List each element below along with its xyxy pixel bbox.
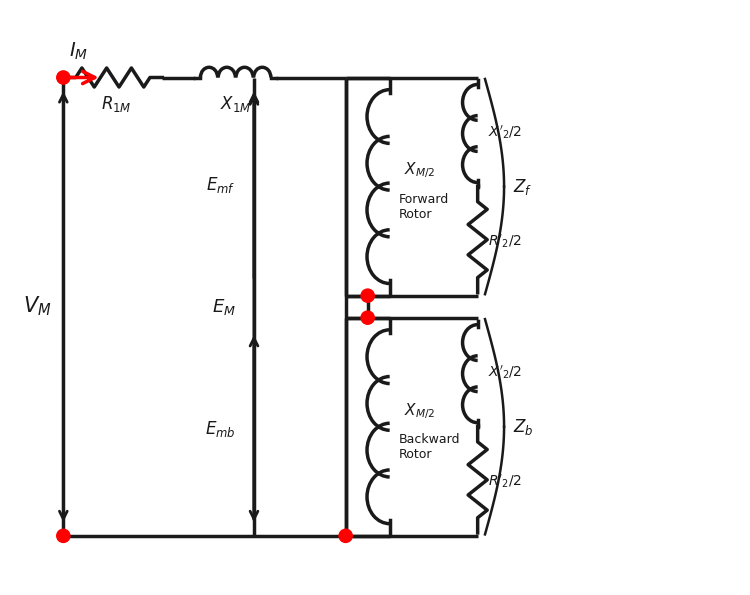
Text: $R'_2/2$: $R'_2/2$ — [488, 232, 522, 250]
Text: $X_{M/2}$: $X_{M/2}$ — [404, 400, 436, 421]
Text: $I_M$: $I_M$ — [69, 41, 88, 62]
Circle shape — [57, 529, 70, 543]
Text: $X'_2/2$: $X'_2/2$ — [488, 364, 522, 381]
Text: $X'_2/2$: $X'_2/2$ — [488, 123, 522, 141]
Text: $R'_2/2$: $R'_2/2$ — [488, 472, 522, 490]
Text: $E_{mf}$: $E_{mf}$ — [206, 175, 236, 195]
Text: $E_M$: $E_M$ — [211, 297, 236, 317]
Text: Backward
Rotor: Backward Rotor — [398, 433, 460, 461]
Text: $X_{1M}$: $X_{1M}$ — [220, 93, 251, 114]
Text: $V_M$: $V_M$ — [23, 295, 52, 318]
Text: $E_{mb}$: $E_{mb}$ — [205, 419, 236, 439]
Text: Forward
Rotor: Forward Rotor — [398, 193, 448, 221]
Text: $Z_b$: $Z_b$ — [513, 416, 533, 437]
Circle shape — [57, 71, 70, 84]
Text: $Z_f$: $Z_f$ — [513, 177, 532, 196]
Circle shape — [361, 289, 374, 302]
Text: $R_{1M}$: $R_{1M}$ — [101, 93, 132, 114]
Circle shape — [339, 529, 352, 543]
Text: $X_{M/2}$: $X_{M/2}$ — [404, 161, 436, 180]
Circle shape — [361, 311, 374, 324]
